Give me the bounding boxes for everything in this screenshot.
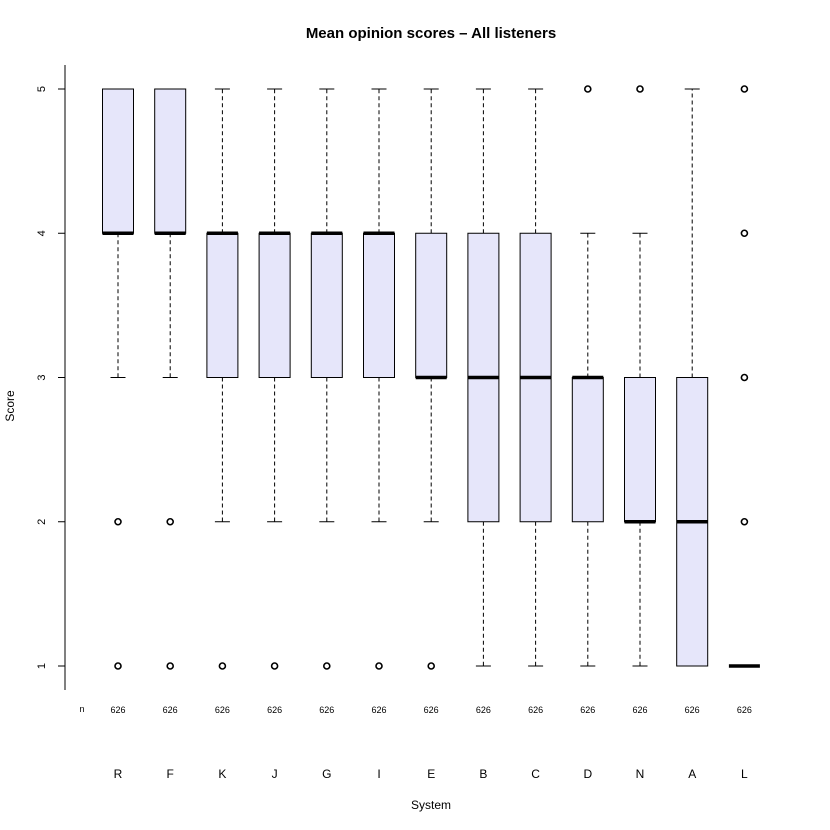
category-label-A: A <box>688 767 696 781</box>
y-tick-label: 3 <box>36 374 48 380</box>
category-label-R: R <box>114 767 123 781</box>
box-iqr <box>624 377 656 523</box>
y-axis-ticks: 1 2 3 4 5 <box>36 86 65 669</box>
box-F <box>154 88 187 670</box>
n-label-D: 626 <box>580 705 595 715</box>
outlier-point <box>114 662 122 670</box>
n-row-label: n <box>79 704 84 714</box>
y-tick-label: 1 <box>36 663 48 669</box>
outlier-point <box>166 517 174 526</box>
n-label-R: 626 <box>110 705 125 715</box>
outlier-point <box>740 229 749 238</box>
outlier-point <box>740 373 749 382</box>
category-label-G: G <box>322 767 331 781</box>
box-L <box>728 85 760 668</box>
n-label-B: 626 <box>476 705 491 715</box>
box-iqr <box>310 232 343 378</box>
box-series <box>102 85 760 670</box>
n-label-K: 626 <box>215 705 230 715</box>
outlier-point <box>166 662 174 670</box>
box-iqr <box>206 232 239 378</box>
box-iqr <box>363 232 395 378</box>
box-C <box>519 88 552 667</box>
outlier-point <box>583 85 592 93</box>
category-label-D: D <box>583 767 592 781</box>
outlier-point <box>270 662 279 670</box>
box-E <box>415 88 448 670</box>
n-label-J: 626 <box>267 705 282 715</box>
outlier-point <box>740 517 749 526</box>
n-label-N: 626 <box>632 705 647 715</box>
n-label-L: 626 <box>737 705 752 715</box>
box-iqr <box>258 232 291 378</box>
y-tick-label: 4 <box>36 230 48 236</box>
n-label-A: 626 <box>685 705 700 715</box>
category-label-L: L <box>741 767 748 781</box>
y-tick-label: 5 <box>36 86 48 92</box>
box-iqr <box>571 377 604 523</box>
box-iqr <box>154 88 187 234</box>
outlier-point <box>740 85 749 93</box>
outlier-point <box>636 85 644 93</box>
box-N <box>624 85 656 667</box>
category-label-F: F <box>167 767 174 781</box>
box-iqr <box>102 88 134 234</box>
outlier-point <box>375 662 383 670</box>
y-tick-label: 2 <box>36 519 48 525</box>
y-axis-label: Score <box>3 390 17 422</box>
category-label-K: K <box>218 767 226 781</box>
outlier-point <box>114 517 122 526</box>
chart-title: Mean opinion scores – All listeners <box>306 25 556 42</box>
box-K <box>206 88 239 670</box>
category-label-E: E <box>427 767 435 781</box>
box-iqr <box>415 232 448 378</box>
box-D <box>571 85 604 667</box>
n-label-G: 626 <box>319 705 334 715</box>
n-label-E: 626 <box>424 705 439 715</box>
box-I <box>363 88 395 670</box>
n-label-C: 626 <box>528 705 543 715</box>
box-A <box>676 88 709 667</box>
category-label-J: J <box>272 767 278 781</box>
category-label-C: C <box>531 767 540 781</box>
n-label-F: 626 <box>163 705 178 715</box>
category-label-N: N <box>636 767 645 781</box>
outlier-point <box>218 662 227 670</box>
n-label-I: 626 <box>371 705 386 715</box>
box-J <box>258 88 291 670</box>
category-label-I: I <box>377 767 380 781</box>
outlier-point <box>322 662 331 670</box>
n-labels: 626 626 626 626 626 626 626 626 626 626 626 626 626 <box>110 705 751 715</box>
x-axis-label: System <box>411 798 451 812</box>
box-G <box>310 88 343 670</box>
box-B <box>467 88 500 667</box>
box-R <box>102 88 134 670</box>
outlier-point <box>427 662 436 670</box>
category-label-B: B <box>479 767 487 781</box>
